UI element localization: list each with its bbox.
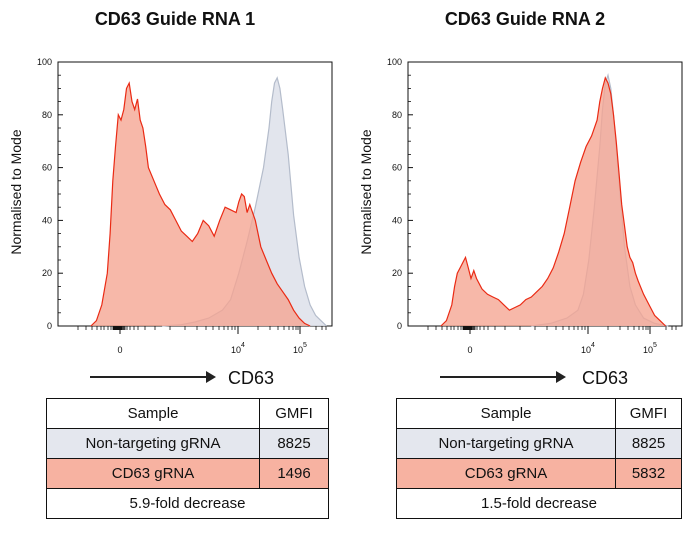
histogram-plot: 0 20 40 60 80 100 0 104 105 xyxy=(37,57,333,355)
y-tick-label: 40 xyxy=(42,215,52,225)
x-tick-cluster xyxy=(113,326,122,330)
y-tick-label: 20 xyxy=(392,268,402,278)
table-header-row: Sample GMFI xyxy=(396,398,682,429)
table-footer-row: 5.9-fold decrease xyxy=(46,488,329,519)
series-area-cd63-grna xyxy=(90,83,311,326)
gmfi-cell: 1496 xyxy=(259,458,329,489)
y-tick-label: 0 xyxy=(47,321,52,331)
sample-cell: CD63 gRNA xyxy=(46,458,260,489)
y-tick-label: 60 xyxy=(42,163,52,173)
y-tick-label: 20 xyxy=(42,268,52,278)
x-tick-exponent: 5 xyxy=(653,342,657,349)
sample-cell: Non-targeting gRNA xyxy=(396,428,616,459)
x-tick-exponent: 4 xyxy=(241,342,245,349)
header-gmfi: GMFI xyxy=(615,398,682,429)
panel-guide-rna-1: CD63 Guide RNA 1 Normalised to Mode 0 20 4… xyxy=(8,9,333,519)
series-line-cd63-grna xyxy=(90,81,311,327)
x-tick-label: 0 xyxy=(467,345,472,355)
x-tick-cluster xyxy=(463,326,472,330)
fold-change-cell: 5.9-fold decrease xyxy=(46,488,329,519)
table-header-row: Sample GMFI xyxy=(46,398,329,429)
y-tick-label: 80 xyxy=(42,110,52,120)
x-tick-label: 0 xyxy=(117,345,122,355)
series-area-cd63-grna xyxy=(440,77,666,326)
sample-cell: CD63 gRNA xyxy=(396,458,616,489)
chart-title: CD63 Guide RNA 2 xyxy=(444,9,606,29)
y-tick-label: 40 xyxy=(392,215,402,225)
table-row: Non-targeting gRNA 8825 xyxy=(396,428,682,459)
x-tick-exponent: 5 xyxy=(303,342,307,349)
table-row: Non-targeting gRNA 8825 xyxy=(46,428,329,459)
y-tick-label: 100 xyxy=(37,57,52,67)
y-tick-label: 0 xyxy=(397,321,402,331)
gmfi-cell: 8825 xyxy=(259,428,329,459)
sample-cell: Non-targeting gRNA xyxy=(46,428,260,459)
fold-change-cell: 1.5-fold decrease xyxy=(396,488,682,519)
x-axis-arrow xyxy=(90,371,216,383)
header-gmfi: GMFI xyxy=(259,398,329,429)
x-axis-arrow xyxy=(440,371,566,383)
gmfi-cell: 8825 xyxy=(615,428,682,459)
table-footer-row: 1.5-fold decrease xyxy=(396,488,682,519)
y-tick-label: 60 xyxy=(392,163,402,173)
panel-guide-rna-2: CD63 Guide RNA 2 Normalised to Mode 0 20 4… xyxy=(350,0,700,537)
y-tick-label: 80 xyxy=(392,110,402,120)
header-sample: Sample xyxy=(396,398,616,429)
chart-title: CD63 Guide RNA 1 xyxy=(94,9,256,29)
x-axis-label: CD63 xyxy=(228,368,275,388)
x-tick-label: 105 xyxy=(643,342,657,355)
histogram-plot: 0 20 40 60 80 100 0 104 105 xyxy=(387,57,683,355)
gmfi-cell: 5832 xyxy=(615,458,682,489)
y-tick-label: 100 xyxy=(387,57,402,67)
x-tick-exponent: 4 xyxy=(591,342,595,349)
series-area-non-targeting xyxy=(162,77,327,326)
gmfi-table: Sample GMFI Non-targeting gRNA 8825 CD63… xyxy=(396,398,682,519)
x-tick-label: 104 xyxy=(581,342,595,355)
x-tick-label: 104 xyxy=(231,342,245,355)
table-row: CD63 gRNA 5832 xyxy=(396,458,682,489)
gmfi-table: Sample GMFI Non-targeting gRNA 8825 CD63… xyxy=(46,398,329,519)
header-sample: Sample xyxy=(46,398,260,429)
x-axis-label: CD63 xyxy=(582,368,629,388)
series-line-cd63-grna xyxy=(440,76,667,327)
x-tick-label: 105 xyxy=(293,342,307,355)
table-row: CD63 gRNA 1496 xyxy=(46,458,329,489)
